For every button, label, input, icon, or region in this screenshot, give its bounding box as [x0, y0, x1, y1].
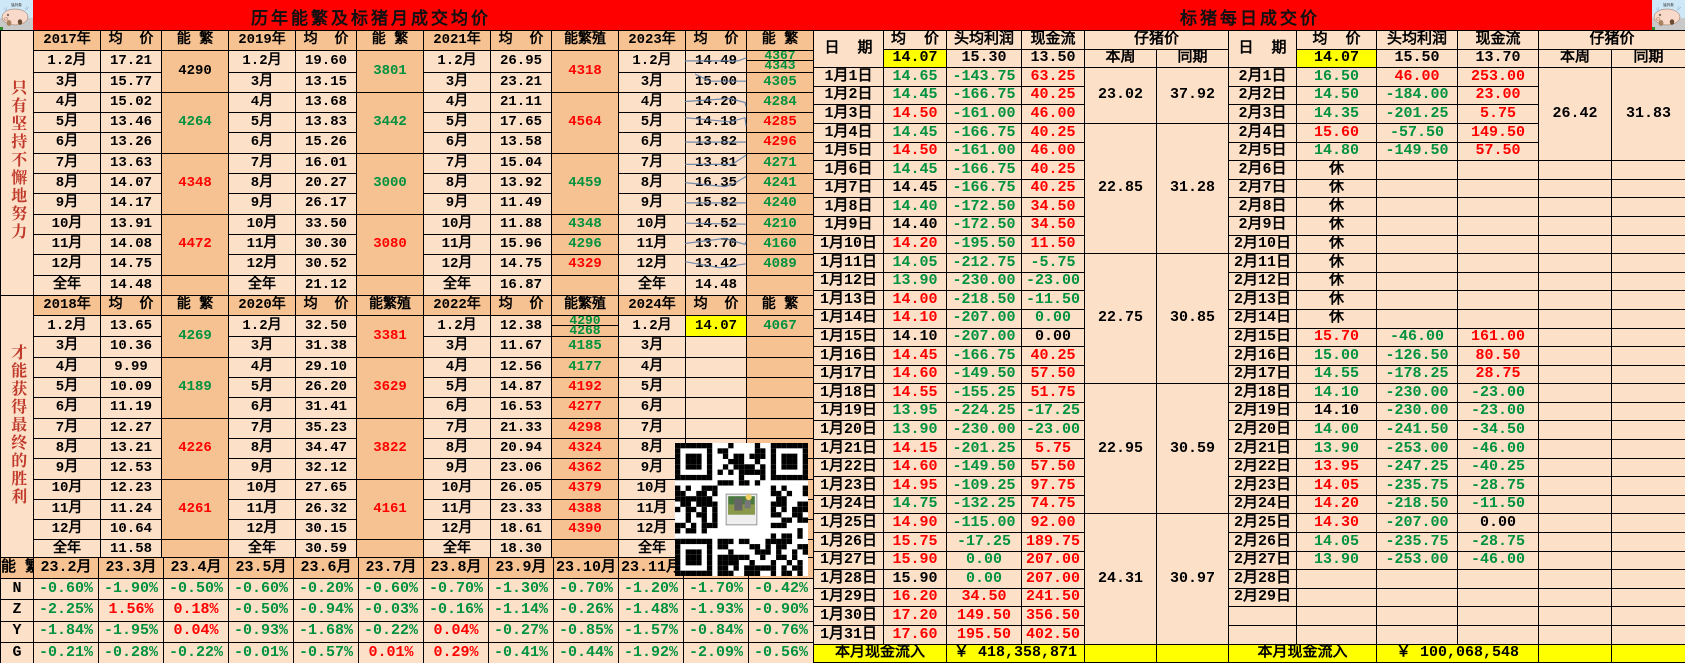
svg-text:猛犸象: 猛犸象 — [1663, 2, 1674, 7]
svg-text:猛犸象: 猛犸象 — [11, 2, 22, 7]
